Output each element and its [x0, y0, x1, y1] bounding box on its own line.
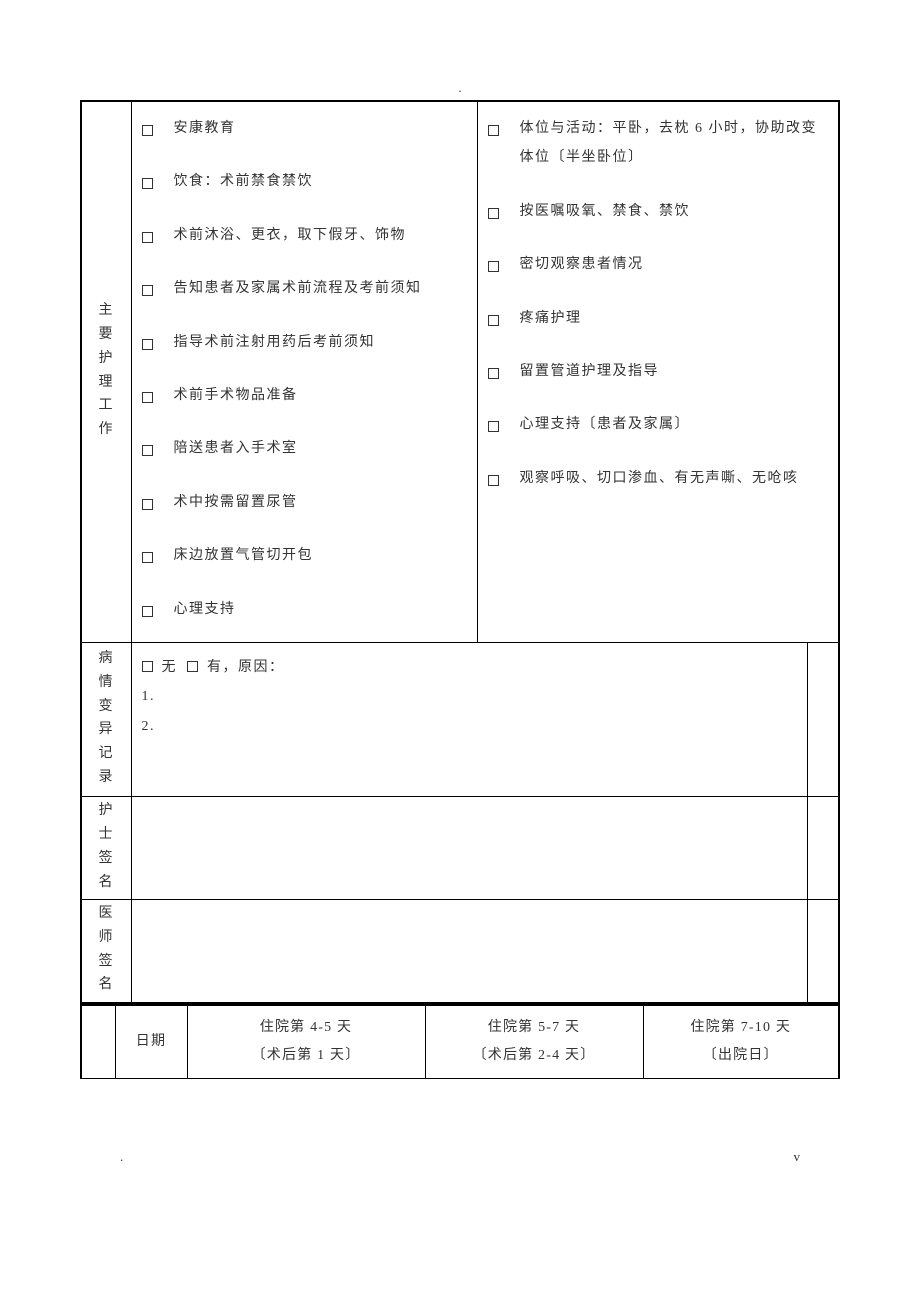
checklist-item: 术前沐浴、更衣，取下假牙、饰物 [140, 221, 469, 250]
nursing-left-cell: 安康教育 饮食：术前禁食禁饮 术前沐浴、更衣，取下假牙、饰物 告知患者及家属术前… [131, 101, 477, 642]
checklist-item: 告知患者及家属术前流程及考前须知 [140, 274, 469, 303]
item-text: 陪送患者入手术室 [168, 434, 469, 463]
date-label-cell: 日期 [115, 1005, 187, 1079]
variance-reason-2: 2. [142, 712, 797, 741]
schedule-col-top: 住院第 5-7 天 [430, 1014, 639, 1042]
doctor-sig-label: 医师签名 [97, 902, 115, 997]
checkbox-icon[interactable] [486, 304, 514, 333]
schedule-col-header: 住院第 4-5 天 〔术后第 1 天〕 [187, 1005, 425, 1079]
variance-has: 有，原因： [207, 660, 285, 675]
schedule-col-bot: 〔术后第 1 天〕 [192, 1042, 421, 1070]
item-text: 术前沐浴、更衣，取下假牙、饰物 [168, 221, 469, 250]
checkbox-icon[interactable] [486, 250, 514, 279]
nursing-right-cell: 体位与活动：平卧，去枕 6 小时，协助改变体位〔半坐卧位〕 按医嘱吸氧、禁食、禁… [477, 101, 839, 642]
checklist-item: 心理支持〔患者及家属〕 [486, 410, 831, 439]
nurse-sig-cell-2[interactable] [807, 797, 839, 900]
checklist-item: 陪送患者入手术室 [140, 434, 469, 463]
item-text: 指导术前注射用药后考前须知 [168, 328, 469, 357]
variance-line: 无 有，原因： [142, 653, 797, 682]
checkbox-icon[interactable] [140, 114, 168, 143]
item-text: 安康教育 [168, 114, 469, 143]
checklist-item: 术前手术物品准备 [140, 381, 469, 410]
variance-label: 病情变异记录 [97, 647, 115, 790]
main-table: 主要护理工作 安康教育 饮食：术前禁食禁饮 术前沐浴、更衣，取下假牙、饰物 告知… [80, 100, 840, 1004]
variance-empty-cell [807, 642, 839, 796]
footer-left: . [120, 1149, 123, 1165]
checkbox-icon[interactable] [187, 661, 198, 672]
item-text: 床边放置气管切开包 [168, 541, 469, 570]
item-text: 术中按需留置尿管 [168, 488, 469, 517]
checkbox-icon[interactable] [140, 328, 168, 357]
checkbox-icon[interactable] [486, 410, 514, 439]
checklist-item: 留置管道护理及指导 [486, 357, 831, 386]
schedule-col-top: 住院第 4-5 天 [192, 1014, 421, 1042]
item-text: 告知患者及家属术前流程及考前须知 [168, 274, 469, 303]
checkbox-icon[interactable] [140, 434, 168, 463]
item-text: 饮食：术前禁食禁饮 [168, 167, 469, 196]
top-mark: . [458, 80, 461, 96]
nurse-sig-cell[interactable] [131, 797, 807, 900]
item-text: 按医嘱吸氧、禁食、禁饮 [514, 197, 831, 226]
checklist-item: 饮食：术前禁食禁饮 [140, 167, 469, 196]
item-text: 术前手术物品准备 [168, 381, 469, 410]
variance-label-cell: 病情变异记录 [81, 642, 131, 796]
checkbox-icon[interactable] [140, 221, 168, 250]
schedule-col-bot: 〔出院日〕 [648, 1042, 835, 1070]
page-footer: . v [80, 1149, 840, 1165]
checkbox-icon[interactable] [140, 381, 168, 410]
item-text: 密切观察患者情况 [514, 250, 831, 279]
checklist-item: 疼痛护理 [486, 304, 831, 333]
checklist-item: 观察呼吸、切口渗血、有无声嘶、无呛咳 [486, 464, 831, 493]
schedule-col-header: 住院第 5-7 天 〔术后第 2-4 天〕 [425, 1005, 643, 1079]
schedule-col-header: 住院第 7-10 天 〔出院日〕 [643, 1005, 839, 1079]
checkbox-icon[interactable] [140, 595, 168, 624]
nurse-sig-label-cell: 护士签名 [81, 797, 131, 900]
schedule-table: 日期 住院第 4-5 天 〔术后第 1 天〕 住院第 5-7 天 〔术后第 2-… [80, 1004, 840, 1079]
variance-reason-1: 1. [142, 682, 797, 711]
item-text: 心理支持 [168, 595, 469, 624]
doctor-sig-label-cell: 医师签名 [81, 900, 131, 1003]
checklist-item: 按医嘱吸氧、禁食、禁饮 [486, 197, 831, 226]
schedule-col-top: 住院第 7-10 天 [648, 1014, 835, 1042]
nurse-sig-label: 护士签名 [97, 799, 115, 894]
checklist-item: 体位与活动：平卧，去枕 6 小时，协助改变体位〔半坐卧位〕 [486, 114, 831, 173]
checkbox-icon[interactable] [486, 464, 514, 493]
footer-right: v [794, 1149, 801, 1165]
checkbox-icon[interactable] [486, 114, 514, 143]
item-text: 心理支持〔患者及家属〕 [514, 410, 831, 439]
nursing-label-cell: 主要护理工作 [81, 101, 131, 642]
doctor-sig-cell[interactable] [131, 900, 807, 1003]
checkbox-icon[interactable] [140, 167, 168, 196]
checklist-item: 指导术前注射用药后考前须知 [140, 328, 469, 357]
checkbox-icon[interactable] [140, 488, 168, 517]
item-text: 留置管道护理及指导 [514, 357, 831, 386]
checklist-item: 安康教育 [140, 114, 469, 143]
checkbox-icon[interactable] [140, 541, 168, 570]
checkbox-icon[interactable] [486, 197, 514, 226]
variance-none: 无 [162, 660, 178, 675]
checklist-item: 密切观察患者情况 [486, 250, 831, 279]
checkbox-icon[interactable] [142, 661, 153, 672]
nursing-label: 主要护理工作 [97, 299, 115, 442]
checklist-item: 心理支持 [140, 595, 469, 624]
checkbox-icon[interactable] [486, 357, 514, 386]
checklist-item: 术中按需留置尿管 [140, 488, 469, 517]
schedule-col-bot: 〔术后第 2-4 天〕 [430, 1042, 639, 1070]
checkbox-icon[interactable] [140, 274, 168, 303]
item-text: 体位与活动：平卧，去枕 6 小时，协助改变体位〔半坐卧位〕 [514, 114, 831, 173]
doctor-sig-cell-2[interactable] [807, 900, 839, 1003]
item-text: 疼痛护理 [514, 304, 831, 333]
variance-content-cell: 无 有，原因： 1. 2. [131, 642, 807, 796]
schedule-empty-cell [81, 1005, 115, 1079]
item-text: 观察呼吸、切口渗血、有无声嘶、无呛咳 [514, 464, 831, 493]
checklist-item: 床边放置气管切开包 [140, 541, 469, 570]
